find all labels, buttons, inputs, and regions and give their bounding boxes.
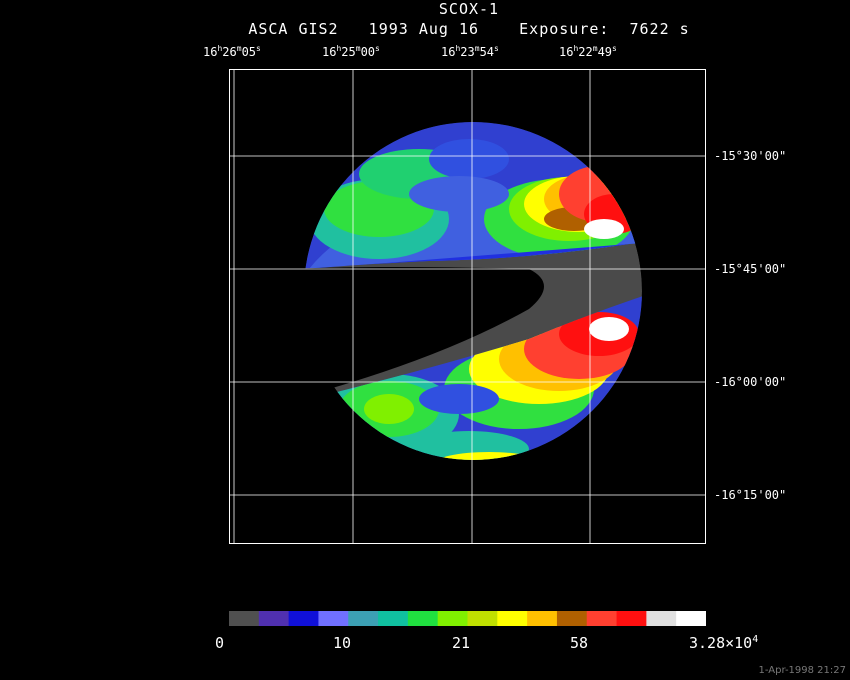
colorbar-swatch [407,611,439,626]
colorbar-swatch [586,611,618,626]
colorbar-swatch [318,611,349,626]
color-scale-bar [229,611,706,626]
colorbar-swatch [437,611,468,626]
colorbar-max-label: 3.28×104 [689,634,759,652]
colorbar-swatch [527,611,558,626]
ra-tick-label: 16h25m00s [322,44,380,59]
dec-tick-label: -15°45'00" [714,262,787,276]
dec-tick-label: -16°00'00" [714,375,787,389]
colorbar-label: 58 [570,634,589,652]
colorbar-label: 0 [215,634,225,652]
colorbar-label: 21 [452,634,471,652]
colorbar-swatch [556,611,588,626]
colorbar-swatch [646,611,677,626]
colorbar-swatch [348,611,379,626]
colorbar-swatch [676,611,706,626]
dec-tick-label: -16°15'00" [714,488,787,502]
colorbar-swatch [258,611,290,626]
colorbar-swatch [497,611,528,626]
ra-tick-label: 16h22m49s [559,44,617,59]
colorbar-swatch [616,611,647,626]
timestamp: 1-Apr-1998 21:27 [758,665,846,676]
image-title: SCOX-1 [438,0,500,18]
dec-tick-label: -15°30'00" [714,149,787,163]
image-subtitle: ASCA GIS2 1993 Aug 16 Exposure: 7622 s [248,20,690,38]
colorbar-swatch [378,611,409,626]
colorbar-label: 10 [333,634,352,652]
ra-tick-label: 16h23m54s [441,44,499,59]
colorbar-swatch [229,611,260,626]
sky-image-plot [229,69,706,544]
colorbar-swatch [288,611,319,626]
colorbar-swatch [467,611,498,626]
coordinate-grid [229,69,706,544]
ra-tick-label: 16h26m05s [203,44,261,59]
